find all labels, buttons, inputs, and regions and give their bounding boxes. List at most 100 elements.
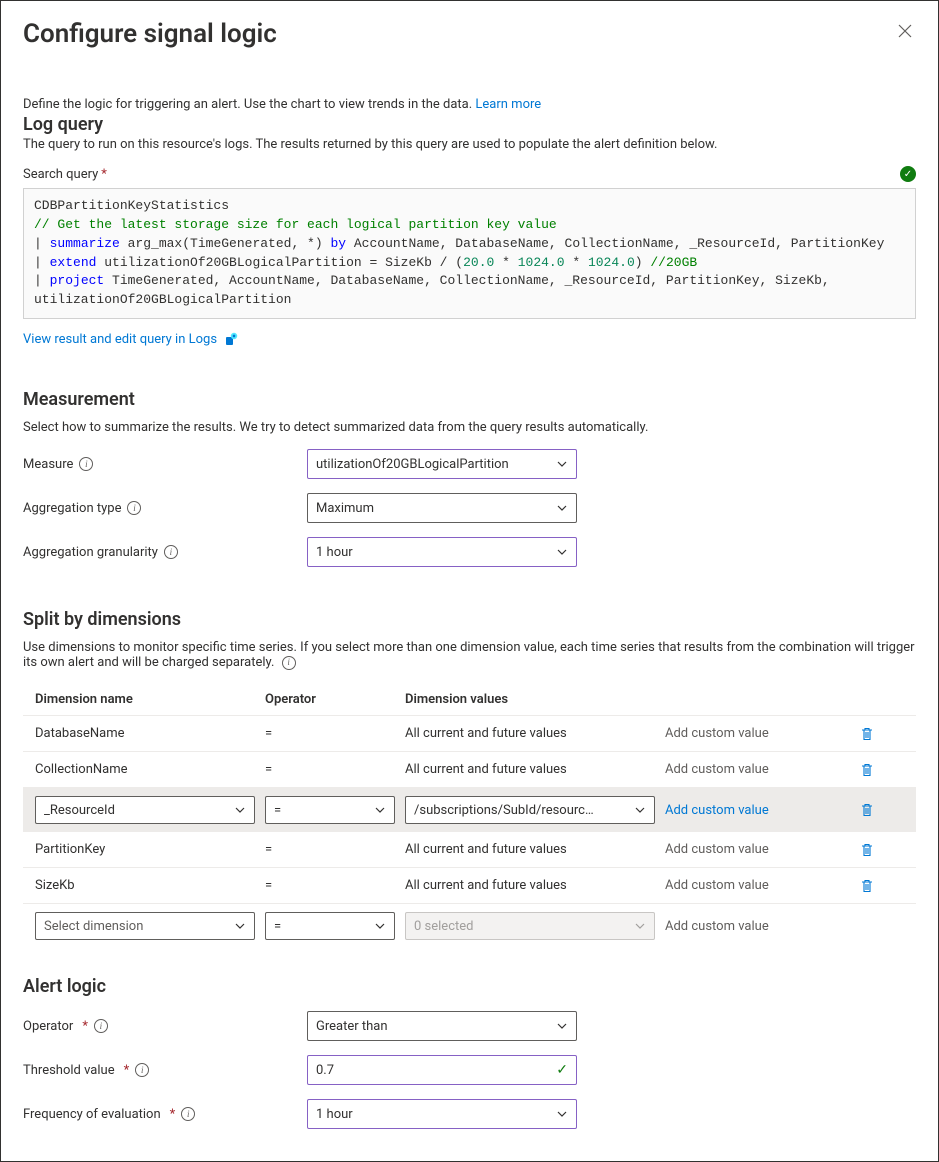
code-text: ) xyxy=(635,255,651,270)
measure-select[interactable]: utilizationOf20GBLogicalPartition xyxy=(307,449,577,479)
aggregation-type-value: Maximum xyxy=(316,501,374,516)
chevron-down-icon xyxy=(374,920,386,932)
alert-logic-heading: Alert logic xyxy=(23,976,916,997)
add-custom-value: Add custom value xyxy=(665,726,825,741)
code-comment: //20GB xyxy=(650,255,697,270)
search-query-editor[interactable]: CDBPartitionKeyStatistics // Get the lat… xyxy=(23,188,916,319)
measure-label: Measure i xyxy=(23,457,307,472)
measure-value: utilizationOf20GBLogicalPartition xyxy=(316,457,509,472)
threshold-label: Threshold value* i xyxy=(23,1063,307,1078)
dimension-values-select[interactable]: 0 selected xyxy=(405,912,655,940)
configure-signal-logic-panel: Configure signal logic Define the logic … xyxy=(0,0,939,1162)
split-dimensions-section: Split by dimensions Use dimensions to mo… xyxy=(23,609,916,948)
threshold-input[interactable]: 0.7 ✓ xyxy=(307,1055,577,1085)
frequency-value: 1 hour xyxy=(316,1107,353,1122)
dimension-row: SizeKb=All current and future valuesAdd … xyxy=(23,868,916,904)
delete-dimension-button[interactable] xyxy=(859,762,875,778)
add-custom-value: Add custom value xyxy=(665,842,825,857)
dimension-values: All current and future values xyxy=(405,726,655,741)
code-keyword: project xyxy=(50,273,105,288)
measurement-section: Measurement Select how to summarize the … xyxy=(23,389,916,567)
code-number: 1024.0 xyxy=(588,255,635,270)
required-marker: * xyxy=(101,167,107,182)
info-icon[interactable]: i xyxy=(127,501,141,515)
dimension-values-select[interactable]: /subscriptions/SubId/resourc… xyxy=(405,796,655,824)
split-heading: Split by dimensions xyxy=(23,609,916,630)
code-number: 1024.0 xyxy=(518,255,565,270)
dimension-name-select[interactable]: Select dimension xyxy=(35,912,255,940)
operator-select[interactable]: = xyxy=(265,912,395,940)
info-icon[interactable]: i xyxy=(282,656,296,670)
dimension-operator: = xyxy=(265,762,395,777)
threshold-value: 0.7 xyxy=(316,1063,334,1078)
log-query-desc: The query to run on this resource's logs… xyxy=(23,137,916,152)
code-number: 20.0 xyxy=(463,255,494,270)
page-title: Configure signal logic xyxy=(23,19,277,49)
chevron-down-icon xyxy=(556,1108,568,1120)
alert-logic-section: Alert logic Operator* i Greater than Thr… xyxy=(23,976,916,1129)
dimension-name: DatabaseName xyxy=(35,726,255,741)
info-icon[interactable]: i xyxy=(164,545,178,559)
col-dimension-values: Dimension values xyxy=(405,692,655,707)
code-text: | xyxy=(34,273,50,288)
info-icon[interactable]: i xyxy=(135,1063,149,1077)
log-query-heading: Log query xyxy=(23,114,916,135)
code-text: arg_max(TimeGenerated, *) xyxy=(120,236,331,251)
chevron-down-icon xyxy=(634,804,646,816)
dimensions-table: Dimension name Operator Dimension values… xyxy=(23,684,916,948)
dimension-name-select[interactable]: _ResourceId xyxy=(35,796,255,824)
add-custom-value: Add custom value xyxy=(665,762,825,777)
dimension-name: SizeKb xyxy=(35,878,255,893)
delete-dimension-button[interactable] xyxy=(859,802,875,818)
code-text: * xyxy=(494,255,517,270)
aggregation-granularity-value: 1 hour xyxy=(316,545,353,560)
dimension-values: All current and future values xyxy=(405,878,655,893)
delete-dimension-button[interactable] xyxy=(859,878,875,894)
aggregation-type-select[interactable]: Maximum xyxy=(307,493,577,523)
code-text: * xyxy=(565,255,588,270)
frequency-select[interactable]: 1 hour xyxy=(307,1099,577,1129)
chevron-down-icon xyxy=(556,458,568,470)
view-in-logs-row: View result and edit query in Logs xyxy=(23,331,916,347)
operator-select[interactable]: Greater than xyxy=(307,1011,577,1041)
aggregation-granularity-select[interactable]: 1 hour xyxy=(307,537,577,567)
view-in-logs-link[interactable]: View result and edit query in Logs xyxy=(23,332,217,347)
info-icon[interactable]: i xyxy=(94,1019,108,1033)
code-text: utilizationOf20GBLogicalPartition = Size… xyxy=(96,255,463,270)
dimension-values: All current and future values xyxy=(405,842,655,857)
info-icon[interactable]: i xyxy=(79,457,93,471)
aggregation-type-label: Aggregation type i xyxy=(23,501,307,516)
add-dimension-row: Select dimension = 0 selected Add custom… xyxy=(23,904,916,948)
dimension-operator: = xyxy=(265,726,395,741)
query-valid-icon: ✓ xyxy=(900,166,916,182)
close-button[interactable] xyxy=(894,19,916,46)
code-text: | xyxy=(34,255,50,270)
delete-dimension-button[interactable] xyxy=(859,842,875,858)
operator-select[interactable]: = xyxy=(265,796,395,824)
dimension-operator: = xyxy=(265,878,395,893)
code-line: CDBPartitionKeyStatistics xyxy=(34,198,229,213)
close-icon xyxy=(898,24,912,38)
learn-more-link[interactable]: Learn more xyxy=(475,97,541,112)
dimension-name: PartitionKey xyxy=(35,842,255,857)
col-operator: Operator xyxy=(265,692,395,707)
chevron-down-icon xyxy=(374,804,386,816)
code-keyword: by xyxy=(330,236,346,251)
panel-header: Configure signal logic xyxy=(23,19,916,49)
code-text: TimeGenerated, AccountName, DatabaseName… xyxy=(34,273,838,307)
chevron-down-icon xyxy=(234,920,246,932)
code-keyword: extend xyxy=(50,255,97,270)
chevron-down-icon xyxy=(556,546,568,558)
code-comment: // Get the latest storage size for each … xyxy=(34,217,557,232)
measurement-desc: Select how to summarize the results. We … xyxy=(23,420,916,435)
dimension-row: _ResourceId = /subscriptions/SubId/resourc… xyxy=(23,788,916,832)
info-icon[interactable]: i xyxy=(181,1107,195,1121)
split-desc: Use dimensions to monitor specific time … xyxy=(23,640,916,670)
chevron-down-icon xyxy=(556,502,568,514)
delete-dimension-button[interactable] xyxy=(859,726,875,742)
add-custom-value-link[interactable]: Add custom value xyxy=(665,803,825,818)
dimension-row: CollectionName=All current and future va… xyxy=(23,752,916,788)
col-dimension-name: Dimension name xyxy=(35,692,255,707)
intro-text: Define the logic for triggering an alert… xyxy=(23,97,472,112)
measurement-heading: Measurement xyxy=(23,389,916,410)
